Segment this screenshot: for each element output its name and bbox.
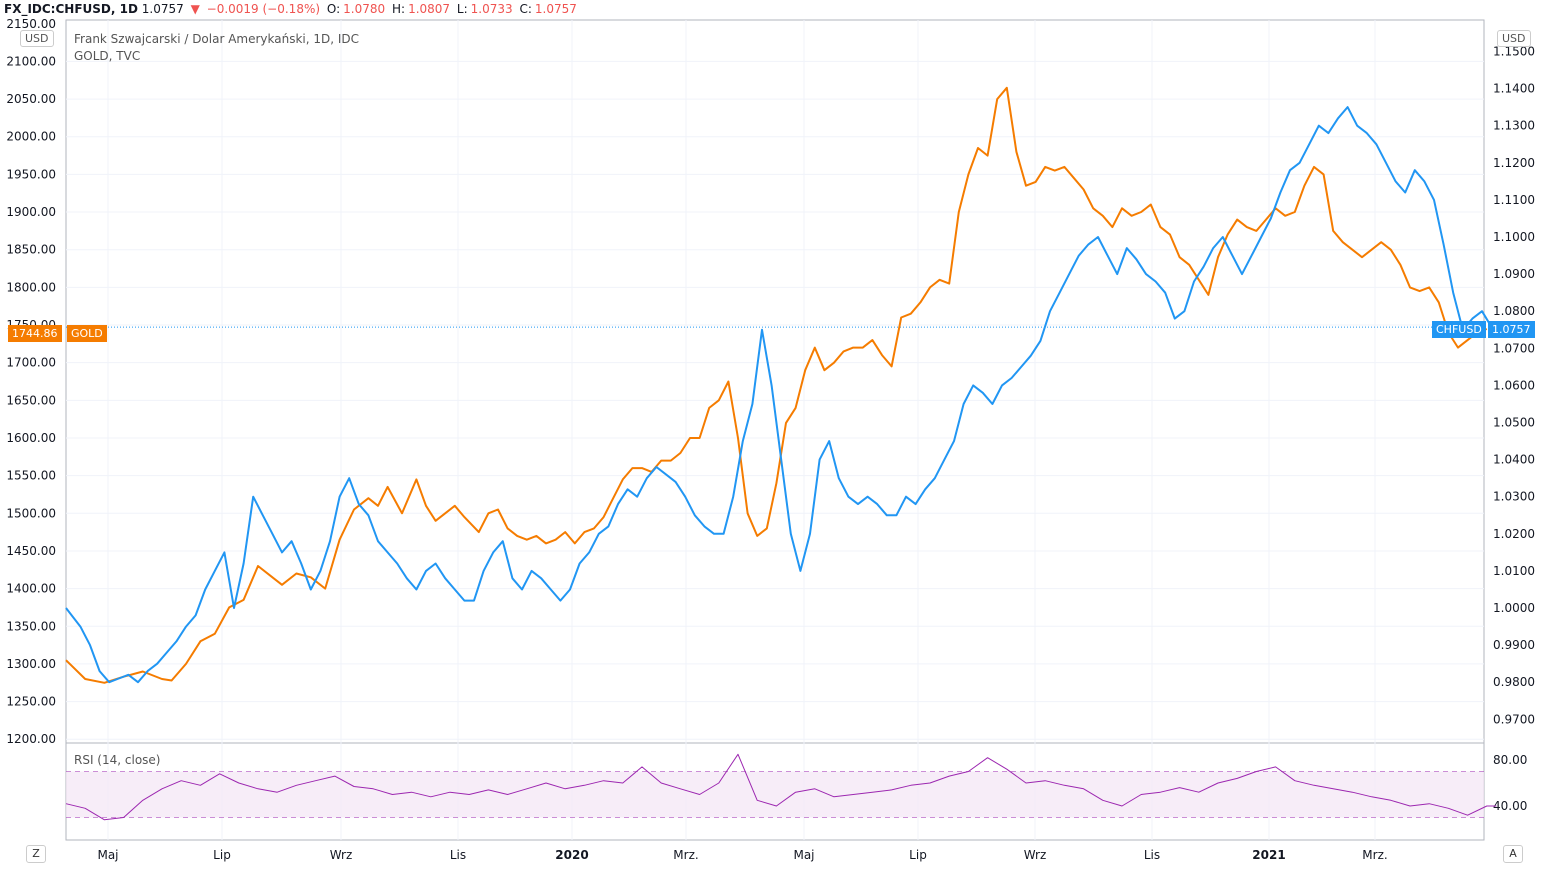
plot-frame — [65, 19, 1485, 841]
rsi-tick-label: 40.00 — [1493, 799, 1527, 813]
main-series-legend[interactable]: Frank Szwajcarski / Dolar Amerykański, 1… — [74, 32, 360, 46]
close-value: 1.0757 — [534, 2, 577, 16]
open-label: O: — [326, 2, 341, 16]
left-tick-label: 2050.00 — [6, 92, 56, 106]
gold-badge-value: 1744.86 — [12, 327, 58, 340]
right-tick-label: 1.1400 — [1493, 82, 1535, 96]
left-tick-label: 1900.00 — [6, 205, 56, 219]
left-tick-label: 1700.00 — [6, 356, 56, 370]
chf-price-badge: 1.0757 — [1488, 321, 1535, 338]
right-tick-label: 1.0800 — [1493, 304, 1535, 318]
x-tick-label: 2021 — [1252, 848, 1285, 862]
chf-name-badge: CHFUSD — [1432, 321, 1486, 338]
right-tick-label: 1.0700 — [1493, 341, 1535, 355]
gold-badge-name: GOLD — [71, 327, 103, 340]
left-tick-label: 1650.00 — [6, 393, 56, 407]
left-tick-label: 1350.00 — [6, 619, 56, 633]
price-change: −0.0019 (−0.18%) — [206, 2, 321, 16]
open-value: 1.0780 — [343, 2, 386, 16]
right-tick-label: 1.0100 — [1493, 564, 1535, 578]
rsi-band — [66, 771, 1484, 818]
left-tick-label: 1200.00 — [6, 732, 56, 746]
log-scale-button[interactable]: Z — [26, 845, 46, 863]
x-tick-label: Lis — [450, 848, 466, 862]
low-value: 1.0733 — [470, 2, 513, 16]
chf-badge-name: CHFUSD — [1436, 323, 1482, 336]
right-tick-label: 1.1300 — [1493, 119, 1535, 133]
right-tick-label: 1.0500 — [1493, 416, 1535, 430]
x-tick-label: Lip — [909, 848, 927, 862]
right-tick-label: 1.0000 — [1493, 601, 1535, 615]
series-line-chfusd — [65, 106, 1493, 684]
right-tick-label: 1.0900 — [1493, 267, 1535, 281]
gold-name-badge: GOLD — [67, 325, 107, 342]
auto-scale-button[interactable]: A — [1503, 845, 1523, 863]
rsi-tick-label: 80.00 — [1493, 753, 1527, 767]
x-tick-label: Maj — [97, 848, 118, 862]
right-tick-label: 1.0600 — [1493, 378, 1535, 392]
left-tick-label: 1550.00 — [6, 469, 56, 483]
left-tick-label: 1450.00 — [6, 544, 56, 558]
last-price: 1.0757 — [141, 2, 184, 16]
down-triangle-icon: ▼ — [190, 2, 200, 16]
x-tick-label: Lip — [213, 848, 231, 862]
right-axis-unit[interactable]: USD — [1497, 30, 1531, 47]
left-tick-label: 1950.00 — [6, 167, 56, 181]
right-tick-label: 1.0400 — [1493, 453, 1535, 467]
left-tick-label: 1300.00 — [6, 657, 56, 671]
right-tick-label: 0.9800 — [1493, 675, 1535, 689]
series-line-gold — [65, 86, 1488, 684]
left-axis-unit[interactable]: USD — [20, 30, 54, 47]
low-label: L: — [456, 2, 468, 16]
left-tick-label: 2000.00 — [6, 130, 56, 144]
x-tick-label: Wrz — [1024, 848, 1047, 862]
close-label: C: — [519, 2, 532, 16]
gold-price-badge: 1744.86 — [8, 325, 62, 342]
x-tick-label: Wrz — [330, 848, 353, 862]
left-tick-label: 2150.00 — [6, 17, 56, 31]
ohlc-header: FX_IDC:CHFUSD, 1D 1.0757 ▼ −0.0019 (−0.1… — [4, 2, 580, 16]
right-tick-label: 1.1500 — [1493, 45, 1535, 59]
x-tick-label: Mrz. — [673, 848, 698, 862]
high-label: H: — [391, 2, 406, 16]
left-tick-label: 1250.00 — [6, 695, 56, 709]
chf-badge-value: 1.0757 — [1492, 323, 1531, 336]
left-tick-label: 1600.00 — [6, 431, 56, 445]
right-tick-label: 1.1200 — [1493, 156, 1535, 170]
left-tick-label: 1850.00 — [6, 243, 56, 257]
symbol-label: FX_IDC:CHFUSD, 1D — [4, 2, 138, 16]
right-tick-label: 1.1000 — [1493, 230, 1535, 244]
right-tick-label: 1.0200 — [1493, 527, 1535, 541]
right-tick-label: 0.9900 — [1493, 638, 1535, 652]
right-tick-label: 1.0300 — [1493, 490, 1535, 504]
series-line-rsi — [65, 753, 1497, 821]
high-value: 1.0807 — [408, 2, 451, 16]
rsi-legend[interactable]: RSI (14, close) — [74, 753, 161, 767]
left-tick-label: 2100.00 — [6, 54, 56, 68]
right-tick-label: 0.9700 — [1493, 712, 1535, 726]
x-tick-label: Mrz. — [1362, 848, 1387, 862]
left-tick-label: 1800.00 — [6, 280, 56, 294]
compare-series-legend[interactable]: GOLD, TVC — [74, 49, 141, 63]
x-tick-label: Maj — [793, 848, 814, 862]
left-tick-label: 1400.00 — [6, 582, 56, 596]
right-tick-label: 1.1100 — [1493, 193, 1535, 207]
left-tick-label: 1500.00 — [6, 506, 56, 520]
x-tick-label: 2020 — [555, 848, 588, 862]
x-tick-label: Lis — [1144, 848, 1160, 862]
